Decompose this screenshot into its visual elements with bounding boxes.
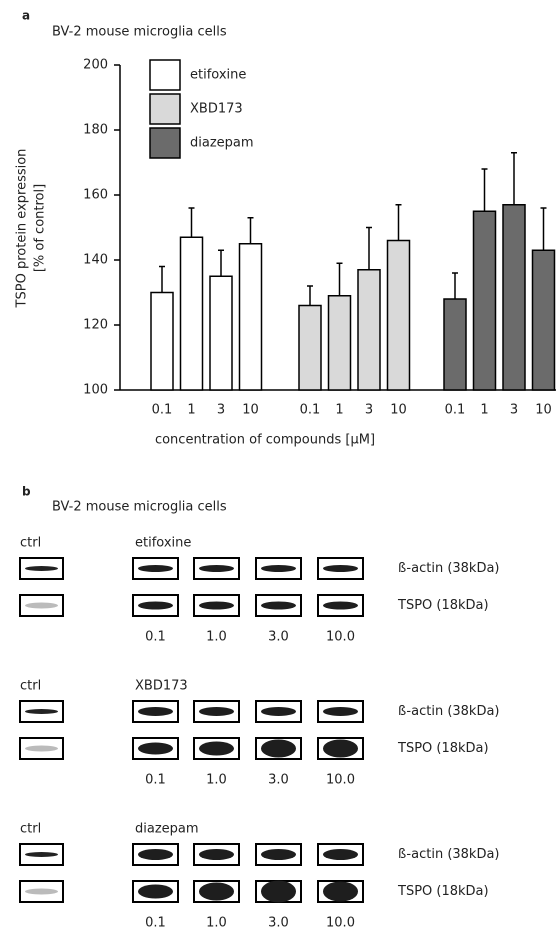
legend-swatch xyxy=(149,59,181,91)
row-label: TSPO (18kDa) xyxy=(397,598,489,613)
bar xyxy=(238,243,263,391)
blot-title: BV-2 mouse microglia cells xyxy=(52,500,227,515)
ctrl-label: ctrl xyxy=(20,822,41,837)
band xyxy=(25,602,58,609)
band xyxy=(25,852,58,857)
concentration-label: 1.0 xyxy=(206,773,227,788)
band xyxy=(261,739,296,758)
bar xyxy=(150,291,174,391)
bar xyxy=(472,210,497,391)
chart-title: BV-2 mouse microglia cells xyxy=(52,25,227,40)
concentration-label: 3.0 xyxy=(268,773,289,788)
ctrl-label: ctrl xyxy=(20,536,41,551)
band xyxy=(138,601,173,610)
x-axis-label: concentration of compounds [µM] xyxy=(155,433,375,448)
y-tick-label: 200 xyxy=(83,58,108,73)
bar xyxy=(327,295,352,391)
legend-label: etifoxine xyxy=(190,68,246,83)
legend-swatch xyxy=(149,127,181,159)
x-tick-label: 0.1 xyxy=(152,403,173,418)
band xyxy=(261,880,296,903)
x-tick-label: 1 xyxy=(480,403,488,418)
panel-label: b xyxy=(22,485,31,499)
concentration-label: 10.0 xyxy=(326,630,355,645)
bar xyxy=(502,204,526,391)
concentration-label: 10.0 xyxy=(326,916,355,931)
band xyxy=(199,882,234,901)
band xyxy=(138,884,173,899)
concentration-label: 0.1 xyxy=(145,773,166,788)
band xyxy=(25,709,58,714)
y-tick-label: 180 xyxy=(83,123,108,138)
row-label: ß-actin (38kDa) xyxy=(398,704,500,719)
bar xyxy=(443,298,467,391)
compound-label: etifoxine xyxy=(135,536,191,551)
band xyxy=(138,742,173,755)
band xyxy=(138,849,173,860)
x-tick-label: 0.1 xyxy=(300,403,321,418)
band xyxy=(323,739,358,758)
row-label: ß-actin (38kDa) xyxy=(398,847,500,862)
band xyxy=(25,566,58,571)
band xyxy=(25,888,58,895)
x-tick-label: 0.1 xyxy=(445,403,466,418)
row-label: ß-actin (38kDa) xyxy=(398,561,500,576)
band xyxy=(199,849,234,860)
band xyxy=(199,741,234,756)
panel-label: a xyxy=(22,9,30,23)
x-tick-label: 1 xyxy=(335,403,343,418)
y-tick-label: 140 xyxy=(83,253,108,268)
band xyxy=(138,707,173,716)
concentration-label: 0.1 xyxy=(145,916,166,931)
x-tick-label: 3 xyxy=(510,403,518,418)
x-tick-label: 3 xyxy=(217,403,225,418)
band xyxy=(323,849,358,860)
concentration-label: 3.0 xyxy=(268,630,289,645)
bar xyxy=(298,304,322,391)
bar xyxy=(386,239,411,391)
row-label: TSPO (18kDa) xyxy=(397,884,489,899)
band xyxy=(323,565,358,572)
x-tick-label: 1 xyxy=(187,403,195,418)
band xyxy=(261,601,296,610)
x-tick-label: 3 xyxy=(365,403,373,418)
compound-label: diazepam xyxy=(135,822,199,837)
band xyxy=(199,565,234,572)
x-tick-label: 10 xyxy=(242,403,259,418)
concentration-label: 1.0 xyxy=(206,916,227,931)
band xyxy=(323,601,358,610)
y-tick-label: 120 xyxy=(83,318,108,333)
concentration-label: 1.0 xyxy=(206,630,227,645)
x-tick-label: 10 xyxy=(535,403,552,418)
y-axis-label: [% of control] xyxy=(33,184,48,272)
band xyxy=(261,565,296,572)
band xyxy=(261,849,296,860)
bar xyxy=(357,269,381,391)
y-tick-label: 160 xyxy=(83,188,108,203)
compound-label: XBD173 xyxy=(135,679,188,694)
y-axis-label: TSPO protein expression xyxy=(15,149,30,309)
bar xyxy=(209,275,233,391)
band xyxy=(138,565,173,572)
y-tick-label: 100 xyxy=(83,383,108,398)
legend-label: diazepam xyxy=(190,136,254,151)
ctrl-label: ctrl xyxy=(20,679,41,694)
band xyxy=(199,601,234,610)
band xyxy=(261,707,296,716)
legend-label: XBD173 xyxy=(190,102,243,117)
x-tick-label: 10 xyxy=(390,403,407,418)
band xyxy=(25,745,58,752)
concentration-label: 10.0 xyxy=(326,773,355,788)
bar xyxy=(531,249,556,391)
concentration-label: 0.1 xyxy=(145,630,166,645)
band xyxy=(199,707,234,716)
band xyxy=(323,881,358,902)
legend-swatch xyxy=(149,93,181,125)
row-label: TSPO (18kDa) xyxy=(397,741,489,756)
band xyxy=(323,707,358,716)
bar xyxy=(179,236,204,391)
concentration-label: 3.0 xyxy=(268,916,289,931)
